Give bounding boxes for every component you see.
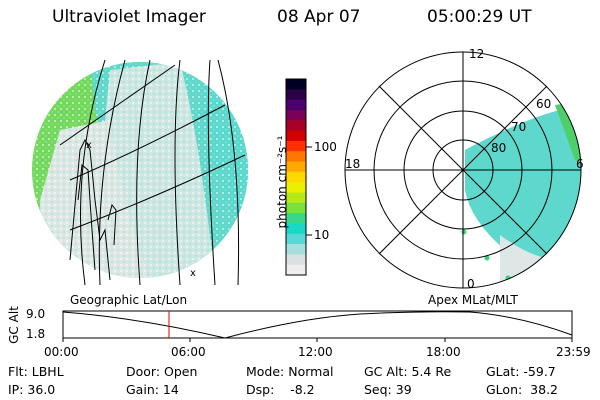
colorbar-segment [286,233,306,245]
colorbar-segment [286,192,306,204]
colorbar-segment [286,120,306,132]
info-door: Door: Open [126,364,198,379]
mlat-label-60: 60 [536,97,552,111]
mlat-label-70: 70 [511,120,527,134]
colorbar-segment [286,264,306,276]
colorbar-segment [286,213,306,225]
colorbar [285,78,312,276]
info-gc-alt: GC Alt: 5.4 Re [364,364,452,379]
colorbar-segment [286,79,306,90]
colorbar-segment [286,223,306,235]
colorbar-segment [286,99,306,111]
image-time: 05:00:29 UT [427,7,532,27]
altitude-xtick-2: 12:00 [298,345,333,359]
colorbar-tick-100: 100 [314,140,337,154]
info-glat: GLat: -59.7 [486,364,556,379]
altitude-ytick-low: 1.8 [26,327,46,341]
altitude-ytick-high: 9.0 [26,307,46,321]
instrument-title: Ultraviolet Imager [52,7,206,27]
info-ip: IP: 36.0 [8,382,56,397]
colorbar-segment [286,140,306,152]
info-seq: Seq: 39 [364,382,412,397]
left-panel-label: Geographic Lat/Lon [70,293,188,307]
colorbar-segment [286,151,306,163]
colorbar-tick-10: 10 [314,228,330,242]
altitude-xtick-3: 18:00 [426,345,461,359]
colorbar-segment [286,202,306,214]
info-mode: Mode: Normal [246,364,334,379]
altitude-ylabel: GC Alt [7,306,21,344]
info-dsp: Dsp: -8.2 [246,382,315,397]
image-date: 08 Apr 07 [277,7,361,27]
info-gain: Gain: 14 [126,382,179,397]
colorbar-unit-label: photon cm⁻²s⁻¹ [275,135,289,229]
altitude-xtick-1: 06:00 [171,345,206,359]
altitude-xtick-0: 00:00 [44,345,79,359]
colorbar-segment [286,254,306,266]
colorbar-segment [286,161,306,173]
mlt-label-6: 6 [576,157,584,171]
info-filter: Flt: LBHL [8,364,64,379]
colorbar-segment [286,109,306,121]
info-glon: GLon: 38.2 [486,382,558,397]
colorbar-segment [286,182,306,194]
mlat-label-80: 80 [491,141,507,155]
svg-text:x: x [190,268,196,279]
altitude-xtick-4: 23:59 [556,345,591,359]
mlt-label-0: 0 [467,277,475,291]
colorbar-segment [286,171,306,183]
mlt-label-12: 12 [469,47,485,61]
right-panel-label: Apex MLat/MLT [428,293,518,307]
svg-text:x: x [86,140,92,151]
colorbar-segment [286,130,306,142]
mlt-label-18: 18 [345,157,361,171]
colorbar-segment [286,89,306,101]
colorbar-segment [286,244,306,255]
